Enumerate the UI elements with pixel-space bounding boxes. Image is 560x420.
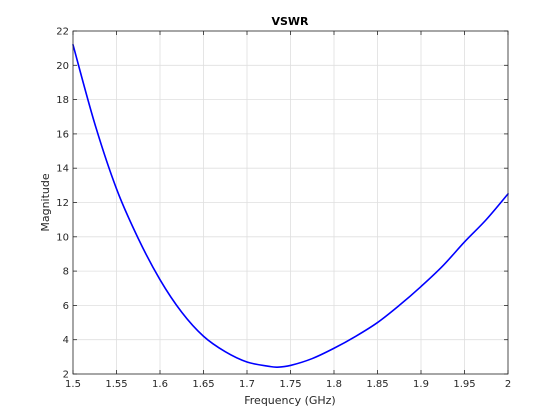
y-tick-label: 22	[56, 27, 69, 38]
x-tick-label: 2	[505, 379, 511, 390]
plot-border	[72, 30, 509, 375]
x-tick-label: 1.95	[453, 379, 475, 390]
y-tick-label: 16	[56, 129, 69, 140]
y-tick-label: 4	[63, 335, 69, 346]
x-tick-label: 1.6	[152, 379, 168, 390]
x-tick-label: 1.8	[326, 379, 342, 390]
x-tick-label: 1.5	[65, 379, 81, 390]
x-tick-label: 1.85	[366, 379, 388, 390]
x-tick-label: 1.7	[239, 379, 255, 390]
x-axis-label: Frequency (GHz)	[244, 394, 335, 407]
vswr-line	[72, 43, 509, 368]
y-tick-label: 14	[56, 164, 69, 175]
chart-title: VSWR	[271, 15, 309, 28]
y-tick-label: 8	[63, 267, 69, 278]
y-tick-label: 10	[56, 232, 69, 243]
y-tick-label: 12	[56, 198, 69, 209]
y-axis-label: Magnitude	[39, 173, 52, 232]
series-layer	[72, 43, 509, 368]
y-tick-label: 20	[56, 61, 69, 72]
x-tick-label: 1.55	[105, 379, 127, 390]
x-tick-label: 1.75	[279, 379, 301, 390]
y-tick-label: 18	[56, 95, 69, 106]
x-tick-label: 1.65	[192, 379, 214, 390]
y-tick-label: 2	[63, 370, 69, 381]
tick-labels: 1.5 1.55 1.6 1.65 1.7 1.75 1.8 1.85 1.9 1.95 22468…	[56, 27, 511, 391]
y-tick-label: 6	[63, 301, 69, 312]
x-tick-label: 1.9	[413, 379, 429, 390]
